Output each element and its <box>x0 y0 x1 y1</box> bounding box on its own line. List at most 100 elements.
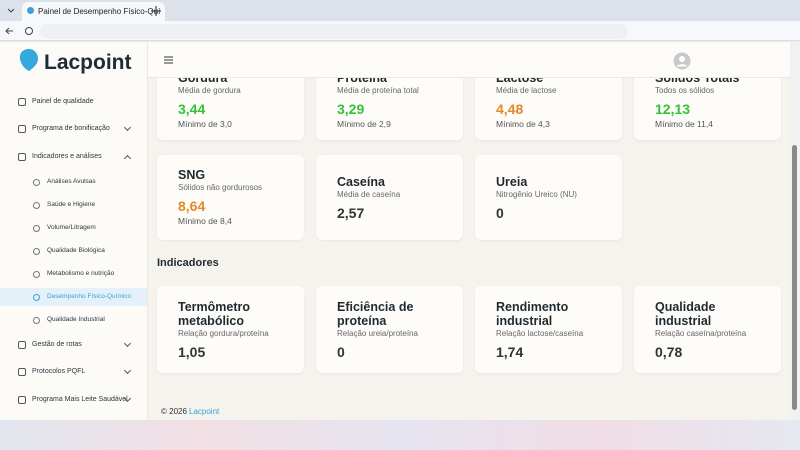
active-highlight <box>0 288 147 306</box>
menu-icon <box>18 98 26 106</box>
submenu-item[interactable]: Qualidade Industrial <box>47 316 105 323</box>
desktop <box>0 420 800 450</box>
metric-card: SNG Sólidos não gordurosos 8,64 Mínimo de 8… <box>157 155 304 240</box>
card-subtitle: Relação caseína/proteína <box>655 328 747 338</box>
card-value: 2,57 <box>337 204 365 221</box>
chevron[interactable] <box>123 123 132 132</box>
submenu-item[interactable]: Análises Avulsas <box>47 178 96 185</box>
card-value: 1,74 <box>496 343 524 360</box>
menu-item[interactable]: Protocolos PQFL <box>32 368 86 375</box>
card-minimum: Mínimo de 4,3 <box>496 118 550 129</box>
submenu-icon <box>33 271 40 278</box>
card-value: 4,48 <box>496 100 524 117</box>
menu-item[interactable]: Indicadores e análises <box>32 153 102 160</box>
indicator-card: Rendimento industrial Relação lactose/cas… <box>475 286 622 373</box>
submenu-item[interactable]: Metabolismo e nutrição <box>47 270 115 277</box>
footer-copyright: © 2026 <box>161 407 187 416</box>
submenu-item[interactable]: Volume/Litragem <box>47 224 96 231</box>
tab-icon <box>27 7 34 14</box>
card-value: 3,29 <box>337 100 365 117</box>
card-title: Ureia <box>496 174 528 189</box>
card-minimum: Mínimo de 2,9 <box>337 118 391 129</box>
footer-brand: Lacpoint <box>189 407 220 416</box>
card-subtitle: Nitrogênio Ureico (NU) <box>496 189 577 199</box>
chevron[interactable] <box>123 339 132 348</box>
submenu-item[interactable]: Qualidade Biológica <box>47 247 105 254</box>
metric-card: ProteínaMédia de proteína total 3,29Mínim… <box>316 78 463 140</box>
page: Lacpoint Painel de qualidade Programa de … <box>0 42 790 420</box>
card-title: Gordura <box>178 78 284 85</box>
chevron[interactable] <box>123 366 132 375</box>
submenu-icon <box>33 202 40 209</box>
indicator-card: Termômetro metabólico Relação gordura/pro… <box>157 286 304 373</box>
submenu-icon <box>33 294 40 301</box>
scrollbar[interactable] <box>790 42 800 420</box>
browser-tab[interactable]: Painel de Desempenho Físico-Quí <box>22 2 165 21</box>
card-title: Lactose <box>496 78 602 85</box>
card-title: Proteína <box>337 78 443 85</box>
hamburger[interactable] <box>164 56 174 64</box>
card-minimum: Mínimo de 8,4 <box>178 216 232 226</box>
card-title: Sólidos Totais <box>655 78 761 85</box>
submenu-icon <box>33 317 40 324</box>
card-title: Termômetro metabólico <box>178 299 251 328</box>
card-value: 12,13 <box>655 100 691 117</box>
logo-text: Lacpoint <box>44 51 132 74</box>
card-subtitle: Todos os sólidos <box>655 85 715 95</box>
new-tab[interactable] <box>150 5 162 17</box>
section-title: Indicadores <box>157 257 219 269</box>
card-minimum: Mínimo de 11,4 <box>655 118 713 129</box>
card-value: 3,44 <box>178 100 206 117</box>
menu-item[interactable]: Painel de qualidade <box>32 98 94 105</box>
card-subtitle: Relação ureia/proteína <box>337 328 418 338</box>
card-title: SNG <box>178 168 206 182</box>
sidebar: Lacpoint Painel de qualidade Programa de … <box>0 42 148 420</box>
avatar[interactable] <box>673 52 691 70</box>
main-content: Indicadores © 2026 Lacpoint GorduraMédia… <box>148 78 790 420</box>
indicator-card: Eficiência de proteína Relação ureia/prot… <box>316 286 463 373</box>
card-subtitle: Média de gordura <box>178 85 241 95</box>
metric-card: Ureia Nitrogênio Ureico (NU) 0 <box>475 155 622 240</box>
card-subtitle: Média de caseína <box>337 189 401 199</box>
card-subtitle: Relação gordura/proteína <box>178 328 269 338</box>
menu-icon <box>18 153 26 161</box>
indicator-card: Qualidade industrial Relação caseína/prot… <box>634 286 781 373</box>
nav-buttons[interactable] <box>5 26 35 36</box>
submenu-icon <box>33 179 40 186</box>
menu-icon <box>18 368 26 376</box>
menu-icon <box>18 125 26 133</box>
menu-icon <box>18 396 26 404</box>
card-subtitle: Relação lactose/caseína <box>496 328 584 338</box>
address-bar[interactable] <box>40 24 628 39</box>
chevron[interactable] <box>123 154 132 163</box>
metric-card: Sólidos TotaisTodos os sólidos 12,13Mínim… <box>634 78 781 140</box>
card-value: 0 <box>496 204 504 221</box>
card-subtitle: Média de lactose <box>496 85 557 95</box>
menu-item[interactable]: Gestão de rotas <box>32 341 82 348</box>
card-subtitle: Média de proteína total <box>337 85 419 95</box>
card-title: Qualidade industrial <box>655 299 716 328</box>
header <box>148 42 790 78</box>
card-minimum: Mínimo de 3,0 <box>178 118 232 129</box>
submenu-item[interactable]: Saúde e Higiene <box>47 201 96 208</box>
card-subtitle: Sólidos não gordurosos <box>178 183 263 192</box>
card-title: Rendimento industrial <box>496 299 569 328</box>
menu-icon <box>18 341 26 349</box>
logo-icon <box>19 49 38 71</box>
card-value: 1,05 <box>178 343 206 360</box>
card-value: 0,78 <box>655 343 683 360</box>
submenu-item[interactable]: Desempenho Físico-Químico <box>47 293 132 300</box>
submenu-icon <box>33 248 40 255</box>
card-value: 8,64 <box>178 198 206 214</box>
menu-item[interactable]: Programa de bonificação <box>32 125 110 132</box>
menu-item[interactable]: Programa Mais Leite Saudável <box>32 396 128 403</box>
metric-card: Caseína Média de caseína 2,57 <box>316 155 463 240</box>
scroll-thumb[interactable] <box>792 145 797 410</box>
card-title: Eficiência de proteína <box>337 299 414 328</box>
tab-menu[interactable] <box>6 6 16 16</box>
tab-bar: Painel de Desempenho Físico-Quí <box>0 0 800 21</box>
card-title: Caseína <box>337 174 385 189</box>
